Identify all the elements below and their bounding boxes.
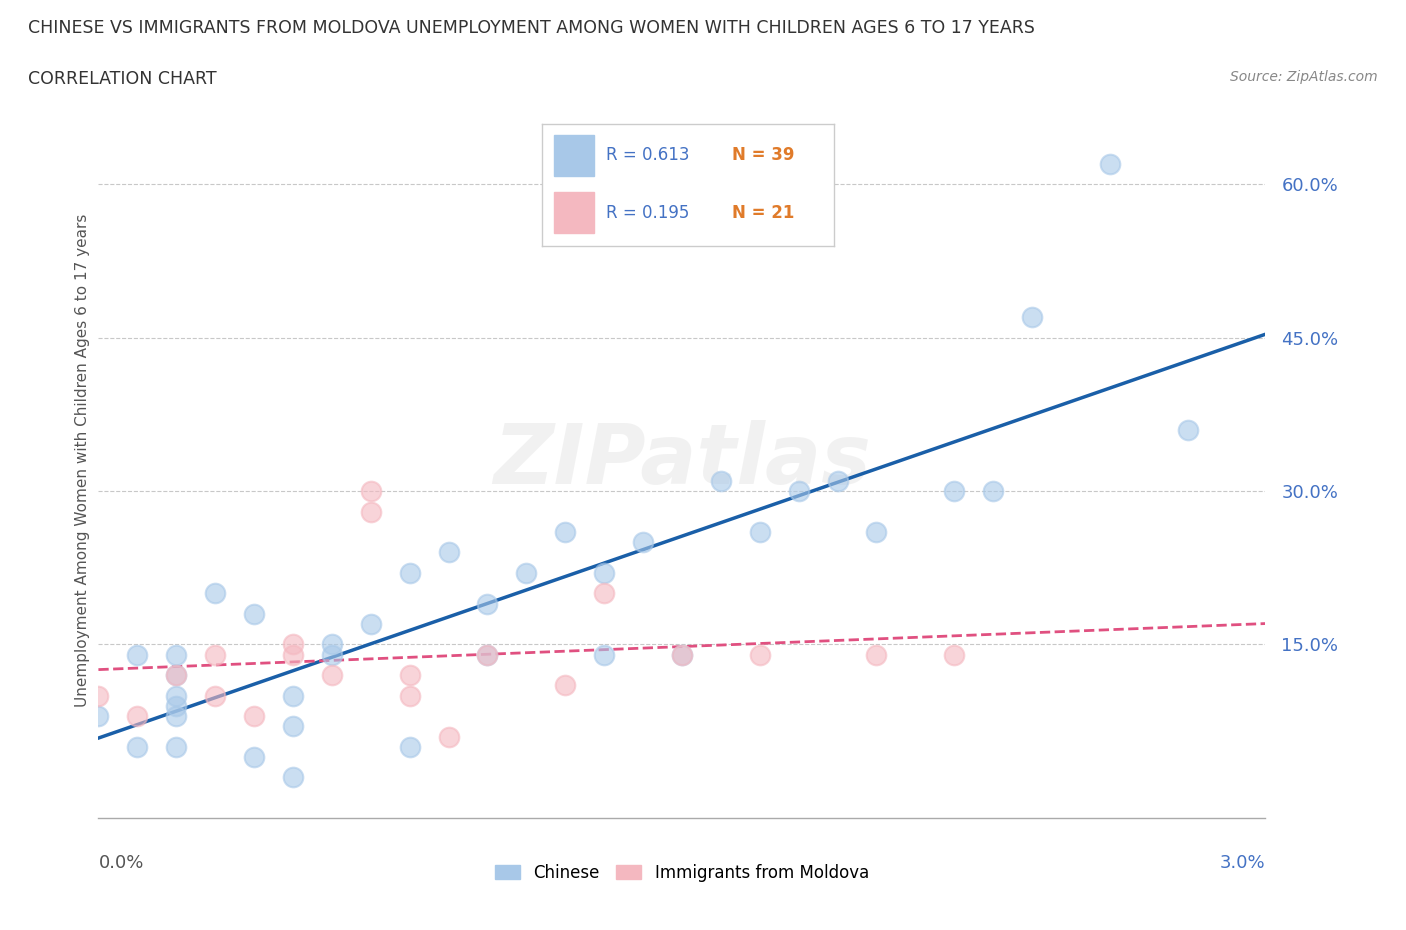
- Point: [554, 525, 576, 539]
- Point: [981, 484, 1004, 498]
- Point: [554, 678, 576, 693]
- Point: [398, 565, 420, 580]
- Point: [748, 525, 770, 539]
- Point: [87, 709, 110, 724]
- Point: [243, 750, 266, 764]
- Point: [593, 586, 616, 601]
- Point: [165, 688, 187, 703]
- Point: [127, 739, 149, 754]
- Point: [437, 729, 460, 744]
- Point: [477, 647, 499, 662]
- Point: [398, 688, 420, 703]
- Point: [281, 719, 304, 734]
- Text: CORRELATION CHART: CORRELATION CHART: [28, 70, 217, 87]
- Point: [398, 739, 420, 754]
- Point: [1177, 422, 1199, 437]
- Point: [515, 565, 537, 580]
- Point: [748, 647, 770, 662]
- Point: [281, 770, 304, 785]
- Point: [631, 535, 654, 550]
- Point: [943, 484, 966, 498]
- Point: [398, 668, 420, 683]
- Point: [243, 606, 266, 621]
- Point: [437, 545, 460, 560]
- Point: [281, 637, 304, 652]
- Point: [710, 473, 733, 488]
- Point: [671, 647, 693, 662]
- Point: [1098, 156, 1121, 171]
- Point: [360, 484, 382, 498]
- Point: [321, 637, 343, 652]
- Point: [204, 647, 226, 662]
- Text: ZIPatlas: ZIPatlas: [494, 419, 870, 501]
- Point: [165, 709, 187, 724]
- Point: [87, 688, 110, 703]
- Point: [360, 617, 382, 631]
- Point: [281, 688, 304, 703]
- Point: [787, 484, 810, 498]
- Point: [165, 668, 187, 683]
- Point: [204, 688, 226, 703]
- Point: [671, 647, 693, 662]
- Text: 3.0%: 3.0%: [1220, 854, 1265, 872]
- Text: CHINESE VS IMMIGRANTS FROM MOLDOVA UNEMPLOYMENT AMONG WOMEN WITH CHILDREN AGES 6: CHINESE VS IMMIGRANTS FROM MOLDOVA UNEMP…: [28, 19, 1035, 36]
- Point: [827, 473, 849, 488]
- Point: [281, 647, 304, 662]
- Point: [243, 709, 266, 724]
- Y-axis label: Unemployment Among Women with Children Ages 6 to 17 years: Unemployment Among Women with Children A…: [75, 214, 90, 707]
- Point: [360, 504, 382, 519]
- Text: Source: ZipAtlas.com: Source: ZipAtlas.com: [1230, 70, 1378, 84]
- Point: [127, 647, 149, 662]
- Legend: Chinese, Immigrants from Moldova: Chinese, Immigrants from Moldova: [495, 864, 869, 882]
- Point: [127, 709, 149, 724]
- Point: [204, 586, 226, 601]
- Point: [593, 647, 616, 662]
- Point: [165, 668, 187, 683]
- Point: [477, 647, 499, 662]
- Point: [165, 647, 187, 662]
- Point: [165, 739, 187, 754]
- Point: [865, 525, 887, 539]
- Point: [1021, 310, 1043, 325]
- Point: [321, 647, 343, 662]
- Point: [943, 647, 966, 662]
- Point: [477, 596, 499, 611]
- Text: 0.0%: 0.0%: [98, 854, 143, 872]
- Point: [865, 647, 887, 662]
- Point: [593, 565, 616, 580]
- Point: [165, 698, 187, 713]
- Point: [321, 668, 343, 683]
